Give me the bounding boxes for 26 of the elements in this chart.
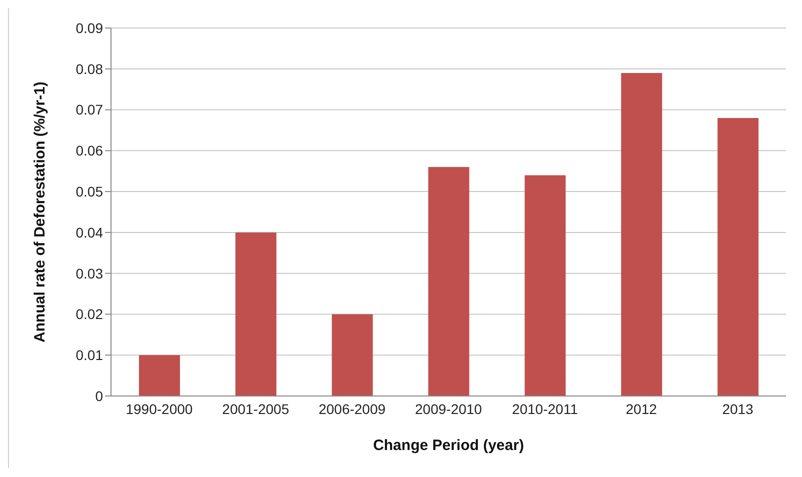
y-tick-label: 0.03	[76, 265, 104, 282]
bar	[235, 232, 276, 396]
bar	[524, 175, 566, 396]
x-tick-label: 1990-2000	[126, 400, 193, 417]
y-tick-label: 0.07	[76, 102, 104, 118]
y-tick-label: 0.09	[76, 20, 104, 36]
y-tick-label: 0.05	[76, 184, 104, 200]
x-tick-label: 2009-2010	[415, 400, 482, 417]
x-tick-label: 2012	[626, 400, 658, 417]
bar	[332, 314, 373, 396]
bar	[138, 355, 180, 396]
y-tick-label: 0.04	[76, 224, 104, 240]
bar	[621, 72, 662, 396]
x-tick-label: 2001-2005	[222, 400, 290, 417]
y-tick-label: 0	[95, 388, 104, 404]
bar	[428, 167, 470, 396]
y-tick-label: 0.08	[76, 60, 104, 77]
x-tick-label: 2006-2009	[318, 400, 386, 417]
x-axis-title: Change Period (year)	[373, 437, 524, 454]
bar	[718, 118, 759, 396]
y-tick-label: 0.02	[76, 306, 104, 322]
x-tick-label: 2013	[722, 400, 754, 417]
y-tick-label: 0.06	[76, 142, 104, 159]
x-tick-label: 2010-2011	[512, 400, 578, 417]
y-tick-label: 0.01	[76, 347, 104, 364]
y-axis-title: Annual rate of Deforestation (%/yr-1)	[31, 82, 48, 342]
